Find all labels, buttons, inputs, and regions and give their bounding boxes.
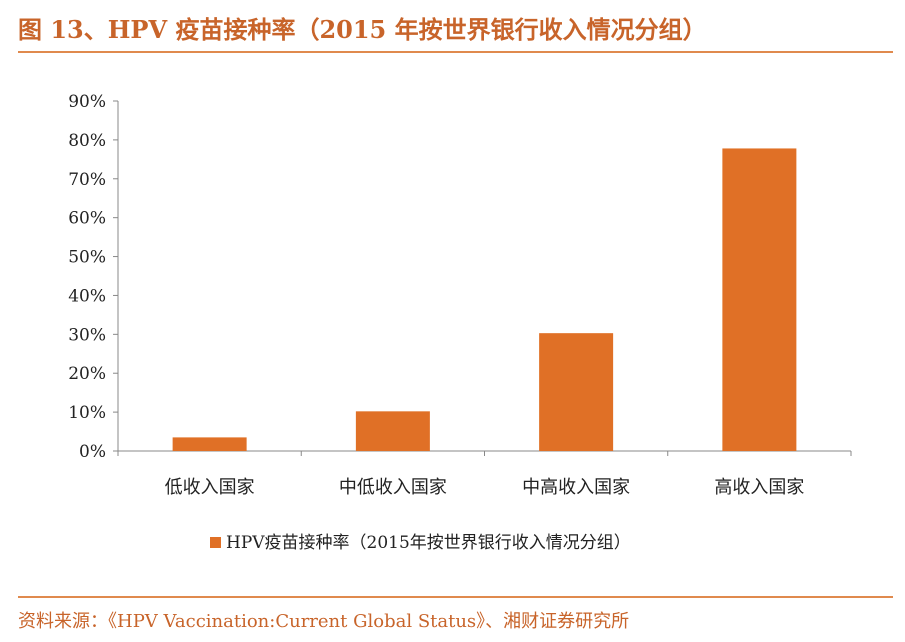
x-category-label: 低收入国家 xyxy=(165,477,255,498)
y-tick-label: 60% xyxy=(68,209,106,229)
y-tick-label: 40% xyxy=(68,286,106,306)
source-divider xyxy=(18,596,893,598)
figure-title: 图 13、HPV 疫苗接种率（2015 年按世界银行收入情况分组） xyxy=(18,15,707,44)
bar xyxy=(355,411,430,451)
y-tick-label: 70% xyxy=(68,170,106,190)
bar xyxy=(172,437,247,451)
x-axis-ticks xyxy=(117,451,852,456)
legend-swatch xyxy=(210,537,221,548)
x-category-label: 高收入国家 xyxy=(714,477,804,498)
bar xyxy=(722,148,797,451)
y-axis-ticks: 0% 10% 20% 30% 40% 50% 60% 70% 80% 90% xyxy=(68,92,118,462)
legend: HPV疫苗接种率（2015年按世界银行收入情况分组） xyxy=(210,533,631,553)
y-tick-label: 10% xyxy=(68,403,106,423)
bars xyxy=(172,148,797,451)
title-divider xyxy=(18,51,893,53)
y-tick-label: 20% xyxy=(68,364,106,384)
y-tick-label: 80% xyxy=(68,131,106,151)
y-tick-label: 30% xyxy=(68,325,106,345)
x-category-label: 中高收入国家 xyxy=(522,477,630,498)
y-tick-label: 90% xyxy=(68,92,106,112)
bar-chart: 0% 10% 20% 30% 40% 50% 60% 70% 80% 90% 低收入国家 中低收入国… xyxy=(68,92,852,553)
x-axis-labels: 低收入国家 中低收入国家 中高收入国家 高收入国家 xyxy=(165,477,805,498)
source-note: 资料来源：《HPV Vaccination:Current Global Sta… xyxy=(18,611,630,632)
bar xyxy=(539,333,614,451)
x-category-label: 中低收入国家 xyxy=(339,477,447,498)
legend-label: HPV疫苗接种率（2015年按世界银行收入情况分组） xyxy=(226,533,631,553)
y-tick-label: 0% xyxy=(79,442,106,462)
y-tick-label: 50% xyxy=(68,248,106,268)
